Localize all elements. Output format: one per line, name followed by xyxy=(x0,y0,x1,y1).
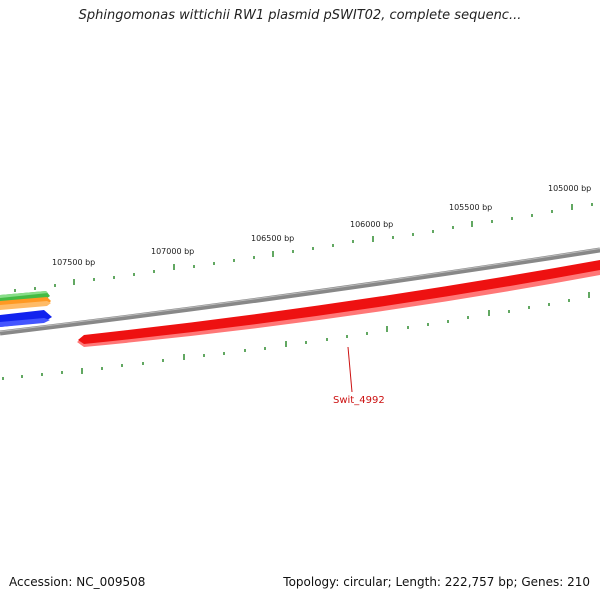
scale-label: 105000 bp xyxy=(548,184,591,193)
gene-arrow-orange[interactable] xyxy=(0,297,51,310)
plasmid-backbone xyxy=(0,247,600,336)
inner-tick-ring xyxy=(2,292,590,380)
scale-label: 105500 bp xyxy=(449,203,492,212)
gene-label-swit-4992[interactable]: Swit_4992 xyxy=(333,395,385,406)
scale-label: 107000 bp xyxy=(151,247,194,256)
gene-label-leader xyxy=(347,346,353,393)
accession-label: Accession: NC_009508 xyxy=(9,575,146,589)
page-title: Sphingomonas wittichii RW1 plasmid pSWIT… xyxy=(78,8,522,23)
gene-arrow-blue[interactable] xyxy=(0,310,52,327)
outer-tick-ring xyxy=(14,203,593,292)
gene-arrow-swit-4992[interactable] xyxy=(77,260,600,347)
scale-label: 107500 bp xyxy=(52,258,95,267)
topology-summary: Topology: circular; Length: 222,757 bp; … xyxy=(283,575,590,589)
plasmid-backbone-highlight xyxy=(0,248,600,332)
scale-label: 106500 bp xyxy=(251,234,294,243)
scale-label: 106000 bp xyxy=(350,220,393,229)
